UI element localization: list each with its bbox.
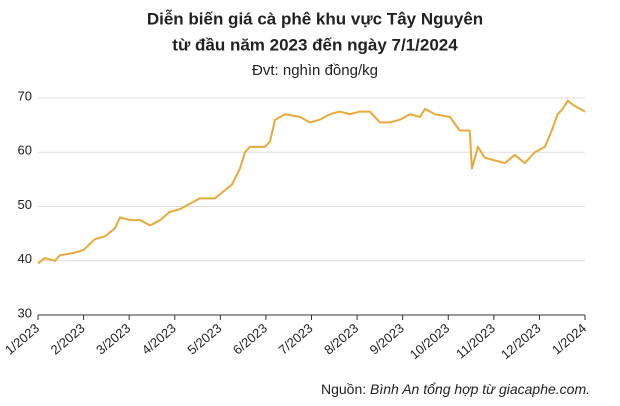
y-tick-label: 50 [18,197,32,212]
x-tick-label: 10/2023 [407,320,453,362]
y-tick-label: 30 [18,305,32,320]
x-tick-label: 11/2023 [453,320,498,361]
y-tick-label: 60 [18,143,32,158]
source-label: Nguồn: [321,381,366,397]
x-tick-label: 2/2023 [48,320,88,357]
chart-subtitle: Đvt: nghìn đồng/kg [252,62,378,79]
x-tick-label: 6/2023 [230,320,270,357]
source: Nguồn: Bình An tổng hợp từ giacaphe.com. [321,381,590,397]
x-tick-label: 8/2023 [321,320,361,357]
x-tick-label: 7/2023 [276,320,316,357]
y-tick-label: 40 [18,251,32,266]
x-tick-label: 3/2023 [93,320,133,357]
x-tick-label: 1/2024 [549,320,589,357]
line-series [37,99,586,265]
x-tick-label: 9/2023 [367,320,407,357]
source-text: Bình An tổng hợp từ giacaphe.com. [370,381,590,397]
x-tick-label: 12/2023 [498,320,544,362]
y-tick-label: 70 [18,88,32,103]
chart-title: từ đầu năm 2023 đến ngày 7/1/2024 [172,35,458,54]
x-tick-label: 4/2023 [139,320,179,357]
x-tick-label: 1/2023 [2,320,42,357]
x-tick-label: 5/2023 [184,320,224,357]
chart-title: Diễn biến giá cà phê khu vực Tây Nguyên [147,9,483,28]
